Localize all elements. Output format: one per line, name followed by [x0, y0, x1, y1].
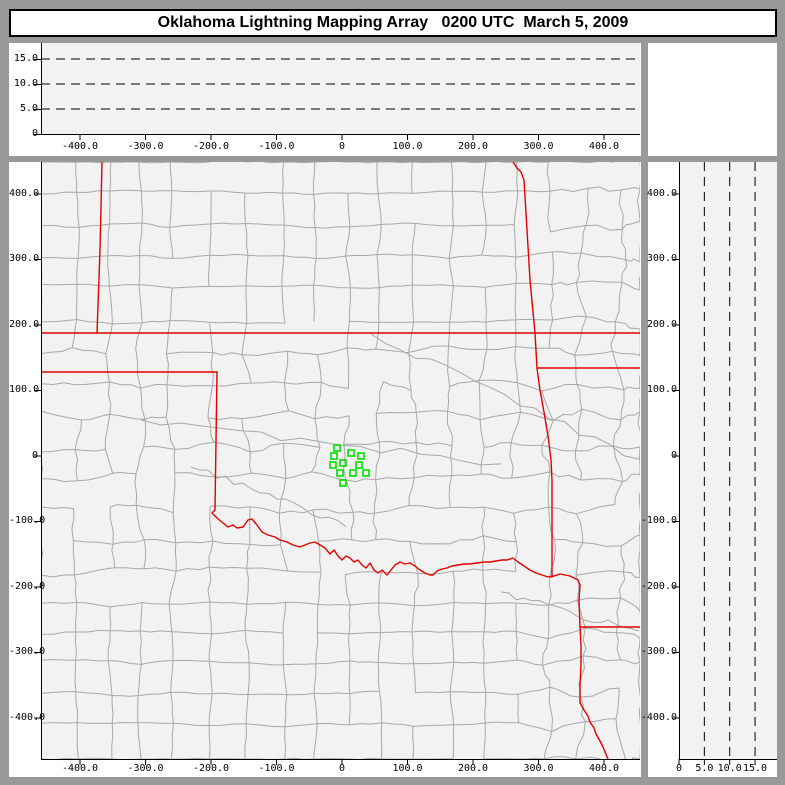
x-axis-tick-label: -300.0 — [127, 763, 164, 774]
y-axis-tick-label: -100.0 — [9, 515, 46, 526]
title-bar: Oklahoma Lightning Mapping Array 0200 UT… — [9, 9, 777, 37]
y-axis-tick-label: 0 — [670, 449, 677, 461]
y-axis-tick-label: -300.0 — [9, 646, 46, 657]
lma-station-marker — [333, 444, 341, 452]
x-axis-tick-label: 5.0 — [695, 763, 714, 774]
y-axis-tick-label: 10.0 — [13, 78, 38, 89]
y-axis-tick-label: -400.0 — [640, 711, 677, 723]
x-axis-tick-label: -200.0 — [192, 763, 230, 774]
lma-station-marker — [339, 479, 347, 487]
y-axis-tick-label: 5.0 — [19, 103, 38, 114]
lma-station-marker — [349, 469, 357, 477]
lma-station-marker — [357, 452, 365, 460]
altitude-ew-panel: 15.0 10.0 5.0 0 -400.0 -300.0 -200.0 -100.0 0 100… — [9, 43, 641, 156]
altitude-ns-panel: 400.0 300.0 200.0 100.0 0 -100.0 -200.0 -300.0 -… — [641, 162, 777, 777]
lma-station-marker — [339, 459, 347, 467]
y-axis-tick-label: 400.0 — [9, 187, 40, 199]
y-axis-tick-label: 300.0 — [646, 253, 677, 264]
lma-station-marker — [362, 469, 370, 477]
plan-view-panel: 400.0 300.0 200.0 100.0 0 -100.0 -200.0 -300.0 -… — [9, 162, 641, 777]
x-axis-tick-label: -100.0 — [258, 141, 295, 152]
plan-view-map — [34, 162, 640, 765]
x-axis-tick-label: 100.0 — [392, 763, 423, 774]
lma-station-marker — [355, 461, 363, 469]
y-axis-tick-label: 200.0 — [646, 318, 677, 330]
corner-panel — [648, 43, 777, 156]
x-axis-tick-label: 10.0 — [717, 763, 742, 774]
page-title: Oklahoma Lightning Mapping Array 0200 UT… — [157, 14, 629, 31]
county-boundaries — [41, 162, 640, 759]
x-axis-tick-label: 400.0 — [588, 763, 620, 774]
x-axis-tick-label: 300.0 — [523, 141, 554, 152]
x-axis-tick-label: 0 — [675, 763, 683, 774]
ew-altitude-plot — [34, 43, 640, 140]
x-axis-tick-label: 0 — [338, 763, 346, 774]
y-axis-tick-label: -100.0 — [640, 515, 677, 526]
y-axis-tick-label: 400.0 — [646, 187, 677, 199]
lma-station-marker — [347, 449, 355, 457]
y-axis-tick-label: -300.0 — [640, 646, 677, 657]
y-axis-tick-label: 0 — [31, 449, 38, 461]
lma-station-marker — [330, 452, 338, 460]
x-axis-tick-label: 100.0 — [392, 141, 423, 152]
y-axis-tick-label: 300.0 — [9, 253, 40, 264]
y-axis-tick-label: -200.0 — [9, 580, 46, 592]
lma-station-marker — [336, 469, 344, 477]
x-axis-tick-label: -400.0 — [61, 763, 99, 774]
x-axis-tick-label: 0 — [338, 141, 346, 152]
x-axis-tick-label: -200.0 — [192, 141, 230, 152]
x-axis-tick-label: 300.0 — [523, 763, 554, 774]
x-axis-tick-label: -100.0 — [258, 763, 295, 774]
y-axis-tick-label: -200.0 — [640, 580, 677, 592]
y-axis-tick-label: 15.0 — [13, 53, 38, 64]
lma-station-marker — [329, 461, 337, 469]
y-axis-tick-label: 100.0 — [9, 384, 40, 395]
x-axis-tick-label: 400.0 — [588, 141, 620, 152]
lma-station-markers — [329, 444, 370, 487]
x-axis-tick-label: -400.0 — [61, 141, 99, 152]
y-axis-tick-label: 200.0 — [9, 318, 40, 330]
x-axis-tick-label: 200.0 — [457, 763, 489, 774]
ns-altitude-plot — [673, 162, 777, 765]
x-axis-tick-label: 200.0 — [457, 141, 489, 152]
x-axis-tick-label: 15.0 — [743, 763, 768, 774]
y-axis-tick-label: 100.0 — [646, 384, 677, 395]
state-boundaries — [41, 162, 640, 759]
y-axis-tick-label: -400.0 — [9, 711, 46, 723]
x-axis-tick-label: -300.0 — [127, 141, 164, 152]
y-axis-tick-label: 0 — [31, 128, 38, 139]
